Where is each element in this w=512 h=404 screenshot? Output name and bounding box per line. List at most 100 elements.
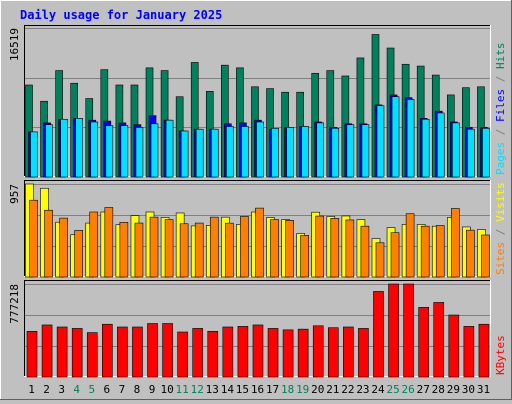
x-tick-label: 4: [73, 383, 80, 396]
kbytes-bar: [71, 328, 83, 378]
kbytes-bar: [373, 291, 384, 378]
panel-bottom-legend: KBytes: [494, 335, 507, 375]
kbytes-bar: [433, 302, 445, 378]
x-tick-label: 17: [266, 383, 279, 396]
pages-bar: [286, 127, 294, 178]
pages-bar: [75, 118, 83, 178]
pages-bar: [180, 130, 189, 178]
sites-bar: [466, 229, 475, 278]
sites-bar: [29, 199, 38, 278]
pages-bar: [436, 112, 445, 178]
panel-top-ymax-label: 16519: [8, 28, 21, 61]
x-tick-label: 27: [417, 383, 430, 396]
sites-bar: [375, 242, 385, 278]
legend-entry-hits: Hits: [494, 43, 507, 76]
pages-bar: [316, 122, 325, 178]
kbytes-bar: [147, 323, 158, 378]
kbytes-bar: [237, 326, 249, 378]
legend-entry-: /: [494, 129, 507, 142]
x-tick-label: 18: [281, 383, 294, 396]
kbytes-bar: [327, 327, 339, 378]
pages-bar: [301, 126, 309, 178]
panel-top-legend: Pages / Files / Hits: [494, 43, 507, 176]
kbytes-bar: [56, 326, 68, 378]
pages-bar: [45, 124, 53, 178]
kbytes-bar: [102, 323, 113, 378]
x-tick-label: 15: [236, 383, 249, 396]
x-tick-label: 10: [160, 383, 173, 396]
x-tick-label: 26: [402, 383, 415, 396]
x-tick-label: 21: [326, 383, 339, 396]
kbytes-bar: [41, 324, 53, 378]
legend-entry-files: Files: [494, 89, 507, 129]
pages-bar: [165, 119, 174, 178]
pages-bar: [361, 124, 370, 178]
kbytes-bar: [418, 307, 429, 378]
sites-bar: [405, 213, 415, 278]
x-tick-label: 24: [371, 383, 385, 396]
panel-mid-ymax-label: 957: [8, 184, 21, 204]
panel-bottom-ymax-label: 777218: [8, 284, 21, 324]
pages-bar: [271, 127, 279, 178]
x-tick-label: 11: [176, 383, 189, 396]
legend-entry-: /: [494, 76, 507, 89]
kbytes-bar: [86, 332, 98, 378]
pages-bar: [467, 128, 475, 178]
pages-bar: [195, 128, 204, 178]
sites-bar: [179, 223, 189, 278]
kbytes-bar: [297, 328, 309, 378]
sites-bar: [390, 232, 400, 278]
pages-bar: [391, 96, 400, 178]
x-tick-label: 7: [119, 383, 126, 396]
sites-bar: [89, 211, 99, 278]
kbytes-bar: [282, 329, 294, 378]
legend-entry-: /: [494, 229, 507, 242]
x-tick-label: 12: [191, 383, 204, 396]
kbytes-bar: [132, 326, 143, 378]
kbytes-bar: [403, 283, 414, 378]
pages-bar: [346, 124, 355, 178]
sites-bar: [345, 219, 355, 278]
sites-bar: [209, 216, 219, 278]
x-tick-label: 16: [251, 383, 264, 396]
pages-bar: [421, 118, 430, 178]
kbytes-bar: [26, 330, 38, 378]
panel-mid-legend: Sites / Visits: [494, 182, 507, 275]
x-tick-label: 23: [356, 383, 369, 396]
sites-bar: [270, 219, 279, 278]
sites-bar: [300, 235, 309, 278]
pages-bar: [406, 99, 415, 178]
sites-bar: [104, 207, 114, 278]
legend-entry-sites: Sites: [494, 242, 507, 275]
sites-bar: [315, 215, 325, 278]
sites-bar: [119, 221, 129, 278]
x-tick-label: 6: [104, 383, 111, 396]
sites-bar: [330, 218, 340, 278]
kbytes-bar: [117, 326, 128, 378]
x-tick-label: 30: [462, 383, 475, 396]
legend-entry-kbytes: KBytes: [494, 335, 507, 375]
x-tick-label: 22: [341, 383, 354, 396]
sites-bar: [44, 209, 53, 278]
x-tick-label: 31: [477, 383, 490, 396]
sites-bar: [420, 225, 430, 278]
pages-bar: [452, 122, 460, 178]
sites-bar: [255, 207, 264, 278]
x-tick-label: 14: [221, 383, 235, 396]
kbytes-bar: [388, 283, 399, 378]
sites-bar: [194, 222, 204, 278]
legend-entry-visits: Visits: [494, 182, 507, 228]
pages-bar: [150, 123, 159, 178]
x-tick-label: 1: [28, 383, 35, 396]
kbytes-bar: [177, 331, 188, 378]
sites-bar: [451, 208, 460, 278]
x-tick-label: 25: [386, 383, 399, 396]
kbytes-bar: [222, 326, 234, 378]
x-tick-label: 3: [58, 383, 65, 396]
kbytes-bar: [312, 325, 324, 378]
chart-title: Daily usage for January 2025: [20, 8, 222, 22]
sites-bar: [134, 222, 144, 278]
kbytes-bar: [252, 324, 264, 378]
